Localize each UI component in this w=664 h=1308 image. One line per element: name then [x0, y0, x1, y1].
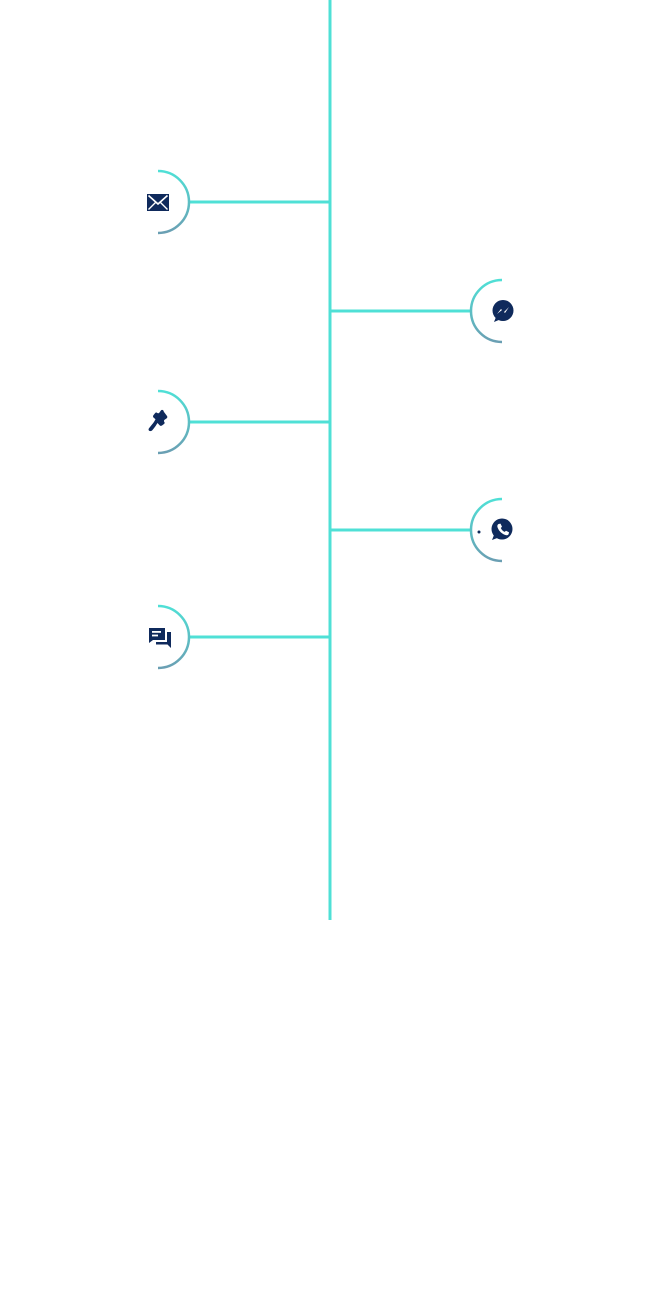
- channel-email[interactable]: [147, 169, 330, 235]
- icon-arc: [157, 169, 191, 235]
- whatsapp-icon: [491, 518, 513, 540]
- icon-arc: [469, 497, 503, 563]
- channel-messenger[interactable]: [330, 278, 514, 344]
- icon-arc: [157, 389, 191, 455]
- channel-phone[interactable]: [148, 389, 330, 455]
- messenger-icon: [492, 300, 514, 322]
- icon-arc: [157, 604, 191, 670]
- envelope-icon: [147, 194, 169, 211]
- phone-icon: [148, 409, 168, 432]
- icon-arc: [469, 278, 503, 344]
- chat-icon: [149, 628, 171, 648]
- dot-marker: [477, 530, 481, 534]
- channel-chat[interactable]: [149, 604, 330, 670]
- channel-whatsapp[interactable]: [330, 497, 513, 563]
